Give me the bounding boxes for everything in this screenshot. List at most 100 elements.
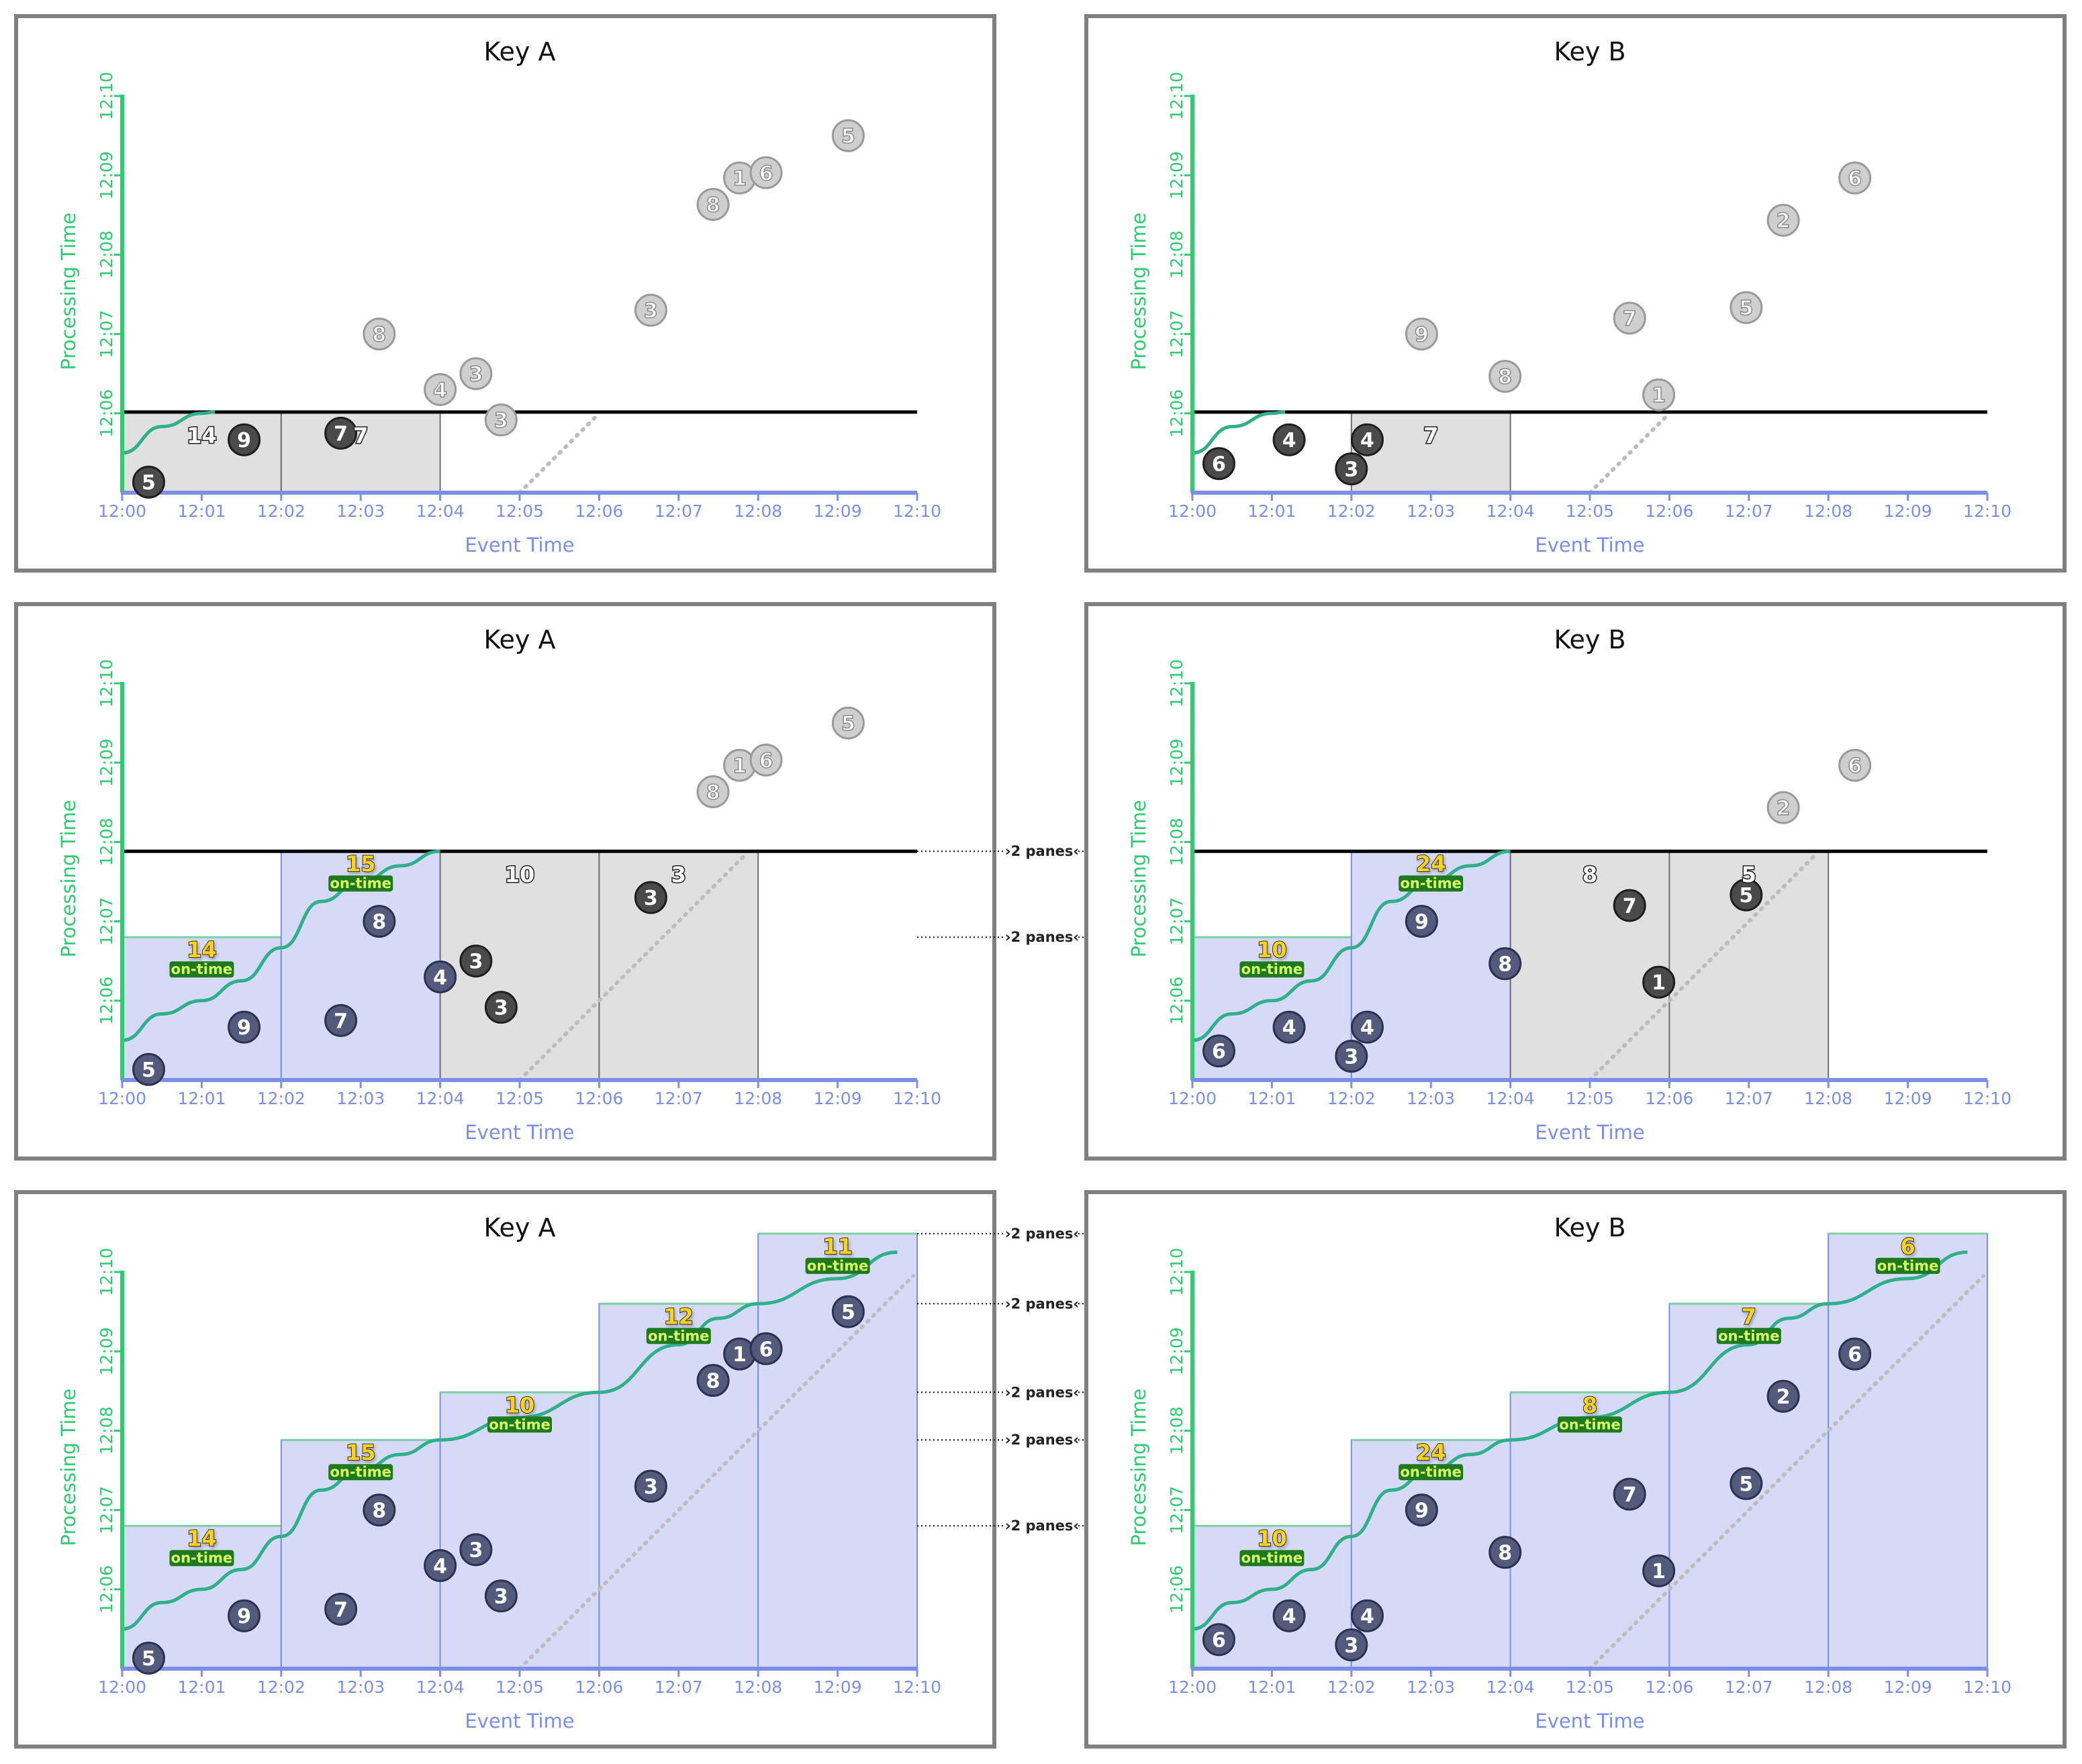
chart-title: Key B [1554,37,1625,66]
data-point-label: 9 [1415,324,1429,347]
data-point [1335,452,1368,486]
x-tick-label: 12:05 [495,501,544,521]
data-point [1335,1040,1368,1073]
data-point-label: 1 [1652,384,1666,407]
x-tick-label: 12:03 [336,1677,385,1697]
data-point-label: 3 [644,887,658,910]
pane-annotation-label: ›2 panes‹ [1005,843,1079,859]
y-tick-label: 12:07 [97,897,116,946]
y-tick-label: 12:10 [97,1248,116,1296]
data-point [1838,1337,1872,1371]
data-point [459,1533,493,1567]
pane-value-label: 14 [187,937,217,963]
pane-annotation-label: ›2 panes‹ [1005,1295,1079,1312]
pane-annotation-label: ›2 panes‹ [1005,1518,1079,1534]
x-tick-label: 12:04 [416,1089,465,1108]
data-point [1642,965,1676,999]
x-tick-label: 12:08 [734,1089,782,1108]
x-tick-label: 12:08 [1804,1677,1852,1697]
x-tick-label: 12:06 [1645,1089,1693,1108]
data-point-label: 3 [1344,1046,1358,1069]
x-axis-title: Event Time [465,1121,574,1144]
data-point-label: 4 [433,379,447,402]
x-tick-label: 12:05 [1566,1089,1614,1108]
y-tick-label: 12:07 [1167,310,1186,358]
y-axis-title: Processing Time [1127,799,1150,957]
pane-value-label: 15 [346,1440,376,1465]
x-tick-label: 12:01 [177,1677,226,1697]
x-tick-label: 12:10 [1963,501,2012,521]
x-tick-label: 12:00 [98,501,146,521]
chart-title: Key B [1554,625,1625,654]
data-point [324,1003,358,1037]
pane-value-label: 12 [664,1304,694,1329]
data-point-label: 4 [1282,1016,1296,1040]
ontime-label: on-time [489,1416,550,1432]
pane-window [1509,1391,1670,1670]
data-point-label: 8 [706,194,720,217]
x-tick-label: 12:06 [575,1677,623,1697]
x-tick-label: 12:07 [1725,1089,1773,1108]
data-point-label: 6 [1212,1040,1226,1064]
data-point-label: 8 [372,911,386,934]
pane-window [439,1391,600,1670]
pane-value-label: 14 [187,1526,217,1551]
y-tick-label: 12:07 [97,310,116,358]
data-point-label: 8 [372,1500,386,1523]
chart-title: Key B [1554,1213,1625,1242]
y-tick-label: 12:10 [1167,72,1186,120]
ontime-label: on-time [1400,1464,1461,1480]
data-point [1766,791,1800,824]
y-axis-title: Processing Time [1127,1388,1150,1546]
x-tick-label: 12:09 [814,1677,862,1697]
data-point-label: 2 [1777,1385,1791,1409]
data-point [484,403,518,437]
y-tick-label: 12:06 [97,1565,116,1614]
ontime-badge [1875,1257,1940,1274]
pane-value-label: 11 [822,1234,853,1259]
pane-value-label: 15 [346,851,376,877]
y-tick-label: 12:06 [1167,389,1186,438]
x-tick-label: 12:04 [1486,1677,1535,1697]
pane-value-label: 7 [1423,423,1438,448]
data-point-label: 4 [1360,429,1374,452]
x-tick-label: 12:09 [1884,501,1932,521]
x-tick-label: 12:02 [1327,501,1376,521]
data-point [1405,905,1438,938]
data-point [1405,1493,1438,1527]
data-point-label: 6 [759,162,773,185]
data-point-label: 6 [1212,1629,1226,1653]
y-tick-label: 12:08 [1167,818,1186,866]
x-tick-label: 12:01 [1247,501,1296,521]
pane-annotation-bg [1006,840,1078,861]
x-tick-label: 12:06 [575,1089,623,1108]
x-tick-label: 12:08 [1804,1089,1852,1108]
y-axis-title: Processing Time [57,1388,80,1546]
data-point [1613,1477,1646,1511]
data-point [1766,203,1800,237]
data-point-label: 1 [1652,971,1666,995]
data-point-label: 5 [841,125,855,148]
data-point-label: 8 [372,324,386,347]
data-point [749,1332,783,1365]
data-point-label: 1 [732,754,747,778]
pane-annotation-label: ›2 panes‹ [1005,929,1079,945]
data-point [1272,423,1306,456]
data-point-label: 9 [1415,1500,1429,1523]
pane-value-label: 24 [1416,851,1446,877]
pane-value-label: 7 [353,423,368,448]
data-point [749,743,783,777]
data-point-label: 7 [1623,307,1637,331]
x-tick-label: 12:06 [1645,501,1693,521]
data-point-label: 6 [759,749,773,773]
data-point-label: 4 [433,1555,447,1578]
data-point [1730,291,1763,324]
x-tick-label: 12:10 [893,501,941,521]
x-tick-label: 12:06 [1645,1677,1693,1697]
data-point [1202,1623,1235,1657]
x-tick-label: 12:08 [1804,501,1852,521]
y-tick-label: 12:08 [1167,230,1186,279]
data-point [132,1641,165,1675]
data-point-label: 9 [1415,911,1429,934]
ontime-badge [169,1550,234,1567]
